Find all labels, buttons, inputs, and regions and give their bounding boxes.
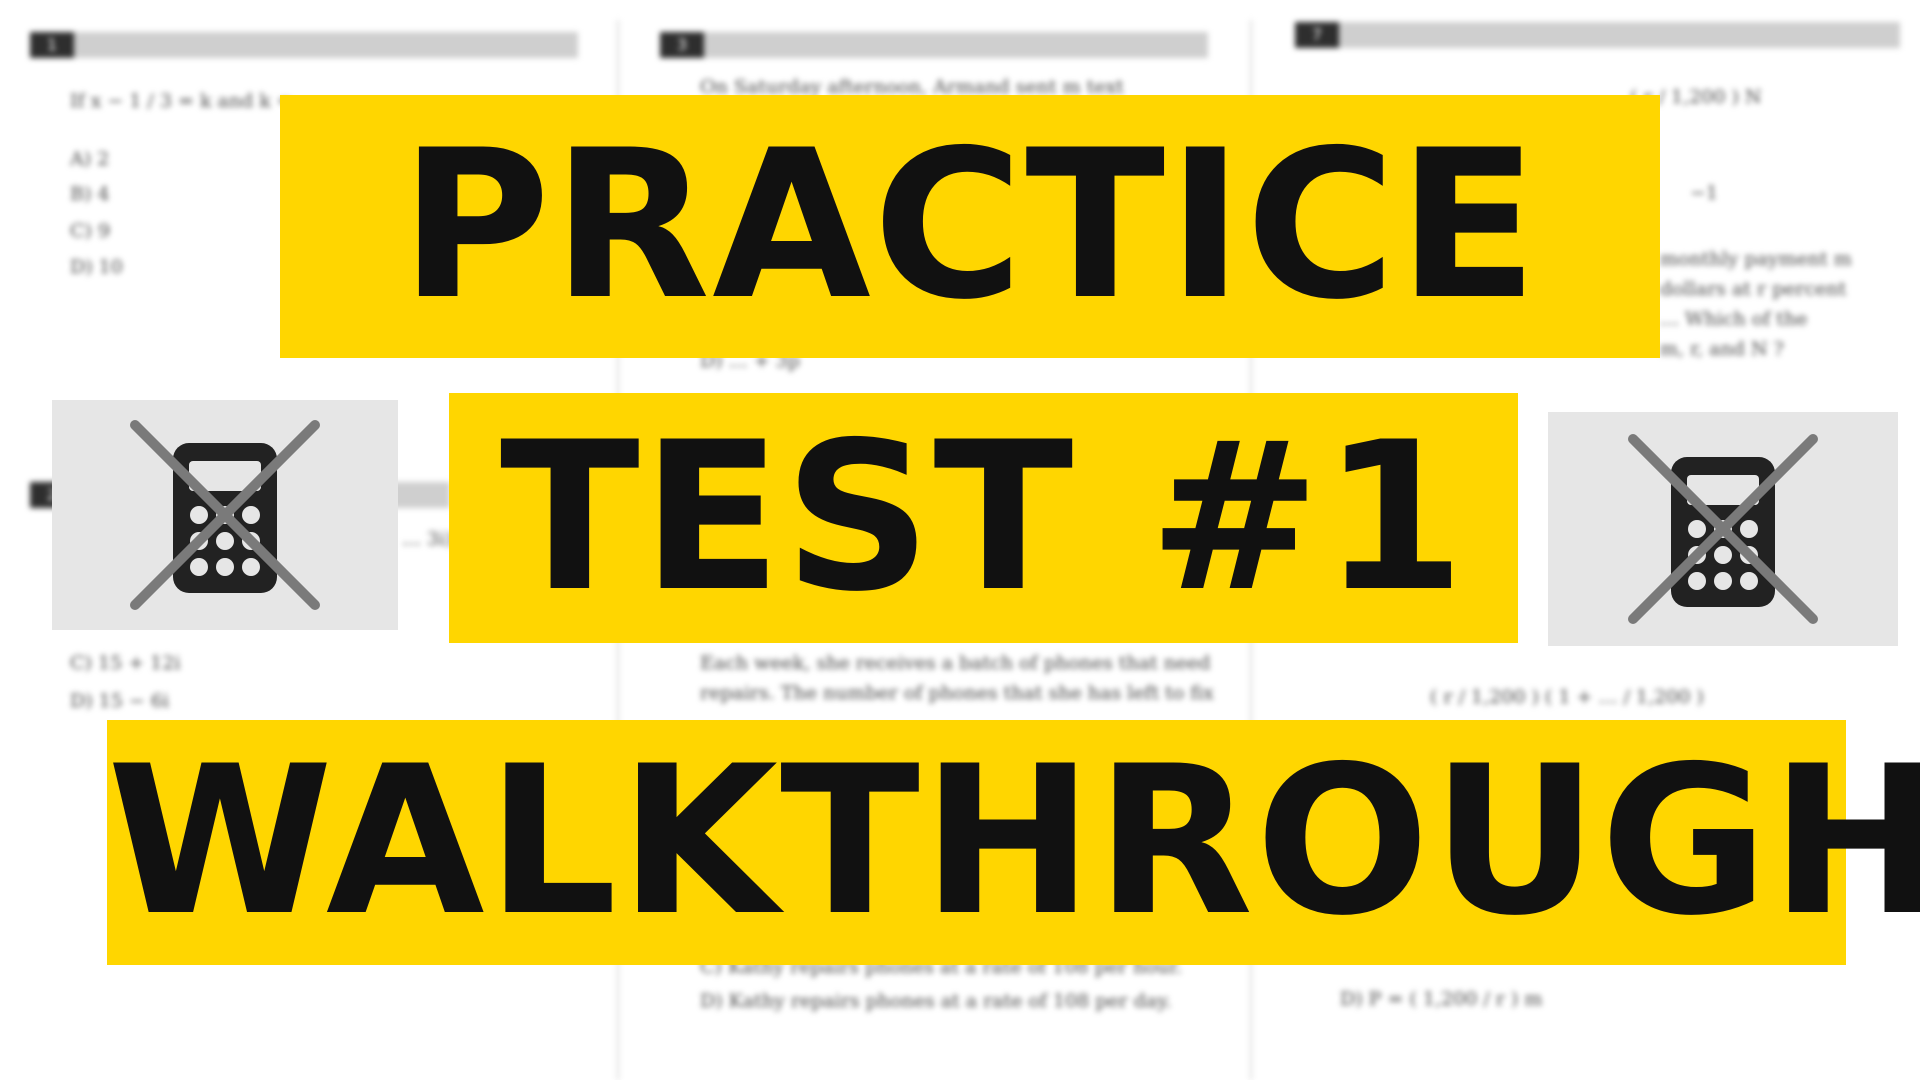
no-calculator-icon [130, 420, 320, 610]
answer-choice: D) 15 − 6i [70, 690, 170, 712]
no-calculator-panel-left [52, 400, 398, 630]
answer-choice: D) 10 [70, 256, 123, 278]
question-text: monthly payment m [1660, 248, 1852, 270]
formula-text: ( r / 1,200 ) ( 1 + … / 1,200 ) [1430, 686, 1704, 708]
answer-choice: B) 4 [70, 183, 110, 205]
no-calculator-icon [1628, 434, 1818, 624]
question-header-bar: 7 [1295, 22, 1900, 48]
question-number: 3 [660, 32, 704, 58]
formula-text: ( r / 1,200 ) N [1630, 86, 1762, 108]
question-text: On Saturday afternoon, Armand sent m tex… [700, 76, 1124, 98]
test-column-2: 3 On Saturday afternoon, Armand sent m t… [660, 0, 1214, 1080]
question-text: repairs. The number of phones that she h… [700, 682, 1214, 704]
question-header-bar: 1 [30, 32, 578, 58]
test-column-3: 7 ( r / 1,200 ) N −1 monthly payment m d… [1290, 0, 1900, 1080]
question-header-bar: 3 [660, 32, 1208, 58]
question-text: If x − 1 / 3 = k and k = … [70, 90, 318, 112]
title-banner-practice: PRACTICE [280, 95, 1660, 358]
answer-choice: D) Kathy repairs phones at a rate of 108… [700, 990, 1172, 1012]
title-banner-walkthrough: WALKTHROUGH [107, 720, 1920, 965]
formula-text: −1 [1690, 182, 1719, 204]
question-text: Each week, she receives a batch of phone… [700, 652, 1211, 674]
question-text: dollars at r percent [1660, 278, 1847, 300]
answer-choice: C) 15 + 12i [70, 652, 181, 674]
question-text: … Which of the [1660, 308, 1808, 330]
question-number: 7 [1295, 22, 1339, 48]
answer-choice: D) P = ( 1,200 / r ) m [1340, 988, 1543, 1010]
no-calculator-panel-right [1548, 412, 1898, 646]
question-text: m, r, and N ? [1660, 338, 1784, 360]
question-number: 1 [30, 32, 74, 58]
answer-choice: A) 2 [70, 148, 110, 170]
answer-choice: C) 9 [70, 220, 111, 242]
title-banner-test-number: TEST #1 [449, 393, 1518, 643]
